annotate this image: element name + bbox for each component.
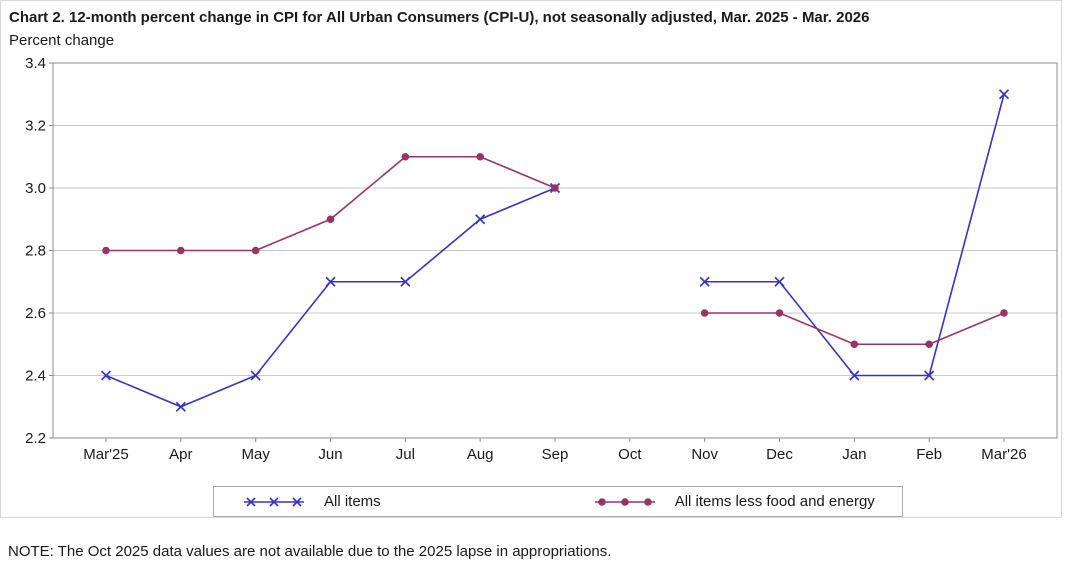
- x-tick-label: Dec: [766, 446, 793, 463]
- legend-marker-core-icon: [594, 497, 655, 506]
- note-text: NOTE: The Oct 2025 data values are not a…: [8, 543, 612, 560]
- dot-marker-icon: [551, 184, 559, 192]
- dot-marker-icon: [775, 309, 784, 317]
- x-tick-label: Jul: [396, 446, 415, 463]
- x-marker-icon: [475, 214, 486, 225]
- series-core: [102, 152, 1008, 349]
- y-tick-label: 2.2: [25, 430, 46, 447]
- y-tick-label: 2.4: [25, 368, 46, 385]
- legend-item-core: All items less food and energy: [593, 493, 875, 510]
- x-tick-label: Nov: [691, 446, 718, 463]
- x-marker-icon: [400, 276, 411, 287]
- dot-marker-icon: [401, 152, 410, 161]
- dot-marker-icon: [1000, 309, 1008, 317]
- legend-item-all-items: All items: [242, 493, 381, 510]
- y-tick-label: 3.4: [25, 55, 46, 72]
- y-tick-label: 2.6: [25, 305, 46, 322]
- series-line: [704, 312, 1005, 346]
- dot-marker-icon: [850, 340, 859, 349]
- legend-label-all-items: All items: [324, 493, 381, 510]
- x-marker-icon: [175, 401, 186, 412]
- y-tick-label: 3.0: [25, 180, 46, 197]
- legend-marker-all-items-icon: [244, 496, 304, 507]
- x-tick-label: Mar'26: [981, 446, 1026, 463]
- x-tick-label: May: [241, 446, 270, 463]
- series-all-items: [100, 89, 1010, 412]
- dot-marker-icon: [700, 309, 709, 317]
- x-tick-label: Sep: [542, 446, 569, 463]
- series-line: [704, 94, 1005, 377]
- dot-marker-icon: [476, 152, 484, 161]
- dot-marker-icon: [177, 246, 185, 255]
- x-marker-icon: [100, 370, 112, 381]
- chart-container: Chart 2. 12-month percent change in CPI …: [0, 0, 1062, 518]
- dot-marker-icon: [102, 246, 110, 255]
- dot-marker-icon: [925, 340, 933, 349]
- x-marker-icon: [774, 276, 785, 287]
- x-tick-label: Mar'25: [83, 446, 128, 463]
- x-marker-icon: [849, 370, 860, 381]
- x-tick-label: Apr: [169, 446, 192, 463]
- plot-area-svg: 2.2 2.4 2.6 2.8 3.0 3.2 3.4 Mar'25 Apr May Jun Jul A…: [25, 55, 1058, 463]
- x-marker-icon: [924, 370, 935, 381]
- series-line: [106, 155, 556, 252]
- x-marker-icon: [998, 89, 1010, 100]
- x-tick-label: Oct: [618, 446, 642, 463]
- x-marker-icon: [325, 276, 336, 287]
- legend: All items All items less food and energy: [213, 486, 903, 517]
- x-marker-icon: [699, 276, 710, 287]
- x-tick-label: Jan: [842, 446, 866, 463]
- x-marker-icon: [250, 370, 261, 381]
- x-tick-label: Feb: [916, 446, 942, 463]
- y-tick-label: 3.2: [25, 118, 46, 135]
- legend-label-core: All items less food and energy: [674, 493, 875, 510]
- dot-marker-icon: [251, 246, 260, 255]
- dot-marker-icon: [326, 215, 335, 224]
- chart-title: Chart 2. 12-month percent change in CPI …: [9, 9, 870, 26]
- x-tick-label: Aug: [467, 446, 494, 463]
- y-tick-label: 2.8: [25, 243, 46, 260]
- y-axis-units-label: Percent change: [9, 32, 115, 49]
- x-tick-label: Jun: [318, 446, 342, 463]
